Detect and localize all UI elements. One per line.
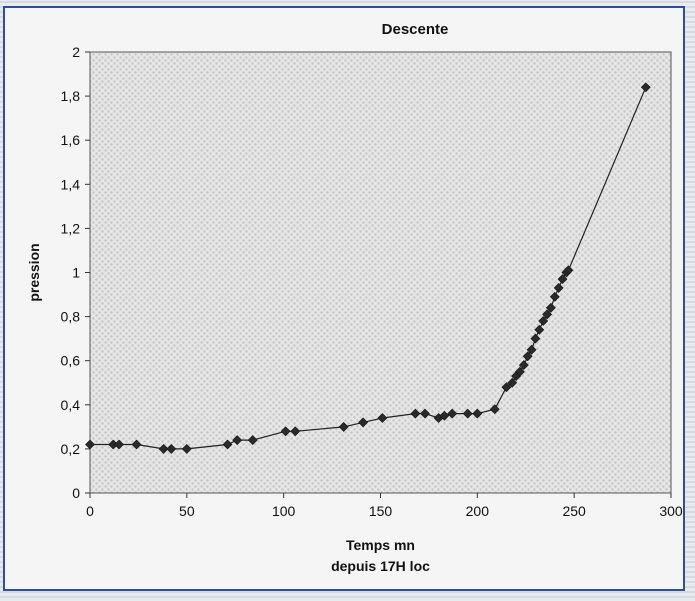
data-point-marker (247, 435, 258, 446)
data-point-marker (358, 417, 369, 428)
y-tick-label: 1,4 (61, 176, 81, 192)
y-axis-title: pression (26, 243, 42, 301)
y-tick-label: 0,2 (61, 441, 81, 457)
data-point-marker (420, 408, 430, 419)
x-axis-title-line2: depuis 17H loc (331, 558, 430, 574)
data-point-marker (522, 351, 533, 362)
data-point-marker (501, 382, 512, 393)
data-point-marker (549, 291, 560, 302)
plot-area (89, 51, 672, 494)
data-point-marker (553, 282, 564, 293)
x-tick-label: 300 (659, 503, 683, 519)
data-point-marker (290, 426, 301, 437)
data-point-marker (462, 408, 473, 419)
data-point-marker (507, 377, 518, 388)
data-point-marker (489, 404, 500, 415)
data-point-marker (640, 82, 651, 93)
y-tick-label: 1,8 (61, 88, 81, 104)
data-point-marker (280, 426, 291, 437)
data-point-marker (534, 324, 545, 335)
x-axis-title-line1: Temps mn (346, 537, 415, 553)
data-point-marker (232, 435, 243, 446)
y-tick-label: 0,6 (61, 353, 81, 369)
y-tick-label: 0,4 (61, 397, 81, 413)
data-point-marker (377, 413, 388, 423)
data-point-marker (514, 366, 525, 377)
data-point-marker (166, 443, 177, 454)
y-tick-label: 0 (72, 485, 80, 501)
data-point-marker (85, 439, 95, 450)
chart-title: Descente (382, 21, 449, 38)
y-tick-label: 1 (72, 265, 80, 281)
data-point-marker (557, 274, 568, 285)
data-point-marker (518, 360, 529, 371)
chart-canvas: Descente pression Temps mn depuis 17H lo… (26, 21, 683, 574)
y-tick-label: 0,8 (61, 309, 81, 325)
x-tick-label: 150 (369, 503, 393, 519)
data-point-marker (472, 408, 483, 419)
x-tick-label: 100 (272, 503, 296, 519)
data-point-marker (447, 408, 458, 419)
data-point-marker (439, 410, 450, 421)
data-point-marker (542, 309, 553, 320)
y-tick-label: 1,6 (61, 132, 81, 148)
data-point-marker (131, 439, 142, 450)
data-point-marker (563, 265, 574, 276)
x-tick-label: 50 (179, 503, 195, 519)
data-point-marker (545, 302, 556, 313)
data-point-marker (526, 344, 537, 355)
data-point-marker (538, 316, 549, 326)
data-point-marker (338, 421, 349, 432)
data-point-marker (158, 443, 169, 454)
chart-frame: Descente pression Temps mn depuis 17H lo… (3, 6, 685, 591)
data-point-marker (181, 443, 192, 454)
x-tick-label: 0 (86, 503, 94, 519)
data-point-marker (410, 408, 421, 419)
x-tick-label: 250 (562, 503, 586, 519)
data-point-marker (530, 333, 541, 344)
y-tick-label: 2 (72, 44, 80, 60)
data-point-marker (222, 439, 233, 450)
y-tick-label: 1,2 (61, 220, 81, 236)
data-point-marker (114, 439, 124, 450)
x-tick-label: 200 (466, 503, 490, 519)
